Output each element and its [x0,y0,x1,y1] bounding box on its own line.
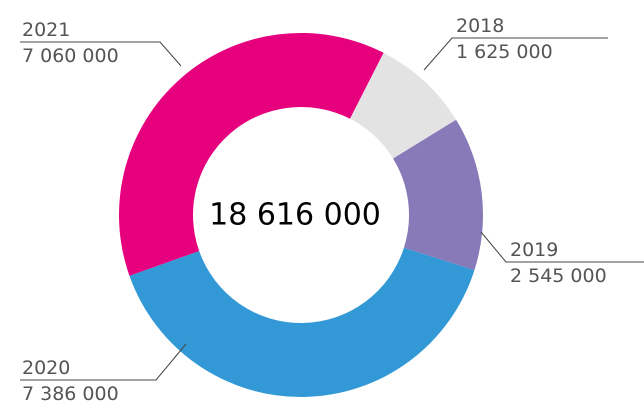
category-label: 2021 [22,19,70,41]
donut-segment [129,247,475,397]
donut-segment [350,52,457,159]
donut-segment [393,119,483,271]
value-label: 7 386 000 [22,383,119,405]
leader-line [20,343,187,381]
value-label: 1 625 000 [456,41,553,63]
value-label: 2 545 000 [510,265,607,287]
center-total: 18 616 000 [209,198,381,233]
leader-line [20,41,182,67]
value-label: 7 060 000 [22,45,119,67]
leader-line [480,231,644,263]
category-label: 2020 [22,357,70,379]
leader-line [423,37,608,71]
category-label: 2019 [510,239,558,261]
category-label: 2018 [456,15,504,37]
donut-segment [118,32,384,276]
